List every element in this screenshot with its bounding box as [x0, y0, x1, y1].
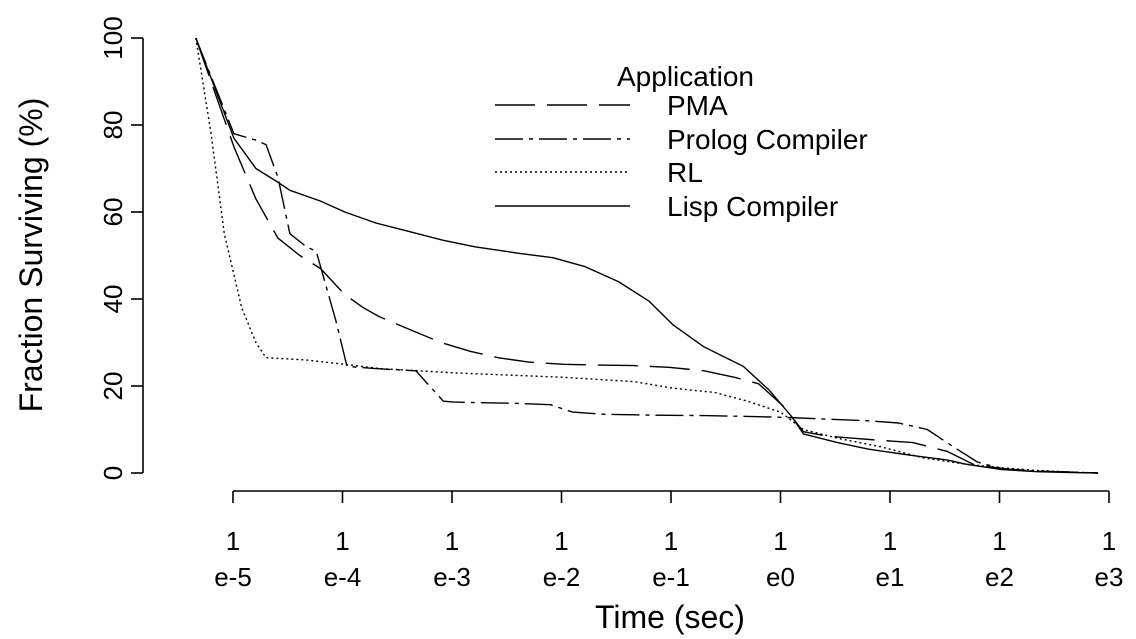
- x-tick-label-top-4: 1: [664, 526, 678, 556]
- x-tick-label-top-5: 1: [773, 526, 787, 556]
- x-tick-label-top-2: 1: [445, 526, 459, 556]
- y-axis-title: Fraction Surviving (%): [13, 98, 49, 413]
- series-line-pma: [195, 37, 1099, 474]
- y-ticks: 0 20 40 60 80 100: [98, 16, 143, 480]
- x-tick-label-bottom-6: e1: [876, 562, 905, 592]
- legend-title: Application: [617, 61, 754, 92]
- x-tick-label-bottom-4: e-1: [652, 562, 690, 592]
- x-tick-label-bottom-2: e-3: [433, 562, 471, 592]
- x-tick-label-bottom-1: e-4: [324, 562, 362, 592]
- y-tick-label-40: 40: [98, 285, 128, 314]
- y-tick-label-0: 0: [98, 466, 128, 480]
- x-tick-label-top-7: 1: [992, 526, 1006, 556]
- y-tick-label-100: 100: [98, 16, 128, 59]
- x-tick-label-bottom-8: e3: [1095, 562, 1124, 592]
- x-tick-label-bottom-0: e-5: [214, 562, 252, 592]
- x-tick-label-bottom-7: e2: [985, 562, 1014, 592]
- x-axis-title: Time (sec): [595, 599, 745, 635]
- x-tick-label-top-0: 1: [226, 526, 240, 556]
- legend-label-1: Prolog Compiler: [667, 124, 868, 155]
- legend-label-0: PMA: [667, 90, 728, 121]
- x-tick-label-top-6: 1: [883, 526, 897, 556]
- legend-label-3: Lisp Compiler: [667, 191, 838, 222]
- y-tick-label-20: 20: [98, 372, 128, 401]
- series-line-rl: [195, 37, 1099, 474]
- x-tick-label-top-1: 1: [335, 526, 349, 556]
- x-tick-label-top-8: 1: [1102, 526, 1116, 556]
- series-line-prolog-compiler: [195, 37, 1099, 474]
- x-tick-label-bottom-5: e0: [766, 562, 795, 592]
- x-ticks: 1 e-5 1 e-4 1 e-3 1 e-2 1 e-1 1 e0 1 e1 1 e2 1 e3: [214, 491, 1123, 592]
- x-tick-label-top-3: 1: [554, 526, 568, 556]
- series-lines: [195, 37, 1099, 474]
- y-tick-label-60: 60: [98, 198, 128, 227]
- x-tick-label-bottom-3: e-2: [543, 562, 581, 592]
- series-line-lisp-compiler: [195, 37, 1099, 474]
- legend-label-2: RL: [667, 157, 703, 188]
- y-tick-label-80: 80: [98, 111, 128, 140]
